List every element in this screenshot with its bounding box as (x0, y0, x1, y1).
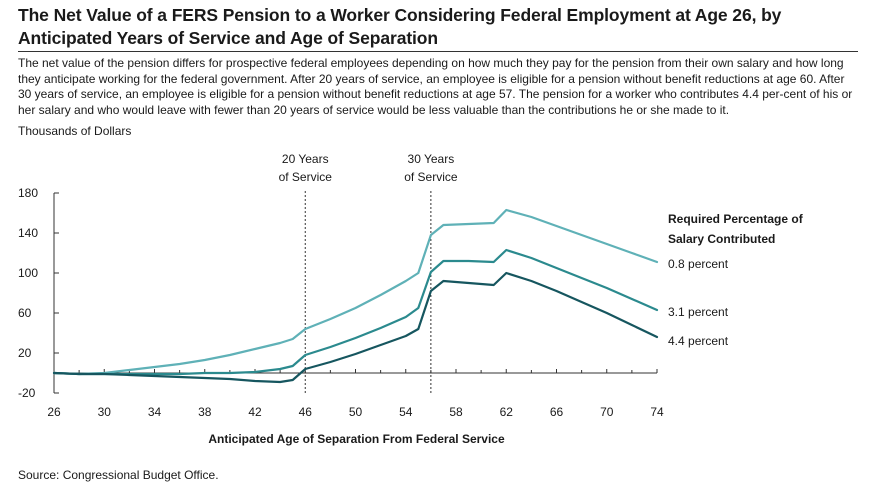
x-tick-label: 62 (500, 405, 514, 419)
x-tick-label: 74 (650, 405, 664, 419)
x-tick-label: 42 (248, 405, 262, 419)
legend: Required Percentage of Salary Contributed… (668, 212, 804, 348)
series-lines (52, 208, 659, 384)
x-tick-label: 58 (449, 405, 463, 419)
source-note: Source: Congressional Budget Office. (18, 468, 219, 482)
y-tick-label: 60 (18, 306, 32, 320)
x-tick-label: 38 (198, 405, 212, 419)
legend-label-2: 3.1 percent (668, 305, 729, 319)
legend-title-line: Salary Contributed (668, 232, 775, 246)
y-tick-label: 140 (18, 226, 38, 240)
series-line-1 (52, 208, 659, 376)
legend-label-1: 0.8 percent (668, 257, 729, 271)
x-tick-label: 50 (349, 405, 363, 419)
service-marker-label: of Service (404, 170, 458, 184)
service-marker-label: 20 Years (282, 152, 329, 166)
series-line-3 (52, 271, 659, 384)
chart-description: The net value of the pension differs for… (18, 56, 853, 117)
x-tick-label: 70 (600, 405, 614, 419)
chart-title: The Net Value of a FERS Pension to a Wor… (18, 5, 782, 48)
x-axis-label: Anticipated Age of Separation From Feder… (208, 432, 505, 446)
series-line-2 (52, 248, 659, 376)
x-tick-label: 26 (47, 405, 61, 419)
x-tick-label: 34 (148, 405, 162, 419)
y-tick-label: -20 (18, 386, 36, 400)
x-tick-label: 46 (299, 405, 313, 419)
annotations: 20 Years of Service 30 Years of Service (279, 152, 458, 393)
x-tick-label: 30 (98, 405, 112, 419)
y-axis-label: Thousands of Dollars (18, 124, 132, 138)
x-tick-label: 54 (399, 405, 413, 419)
title-rule (18, 51, 858, 52)
axes: -20 20 60 100 140 180 26 30 34 38 42 46 50 54 58 62 66 70… (18, 186, 664, 446)
legend-title-line: Required Percentage of (668, 212, 804, 226)
service-marker-label: 30 Years (408, 152, 455, 166)
x-tick-label: 66 (550, 405, 564, 419)
y-tick-label: 100 (18, 266, 38, 280)
service-marker-label: of Service (279, 170, 333, 184)
y-tick-label: 20 (18, 346, 32, 360)
legend-label-3: 4.4 percent (668, 334, 729, 348)
y-tick-label: 180 (18, 186, 38, 200)
